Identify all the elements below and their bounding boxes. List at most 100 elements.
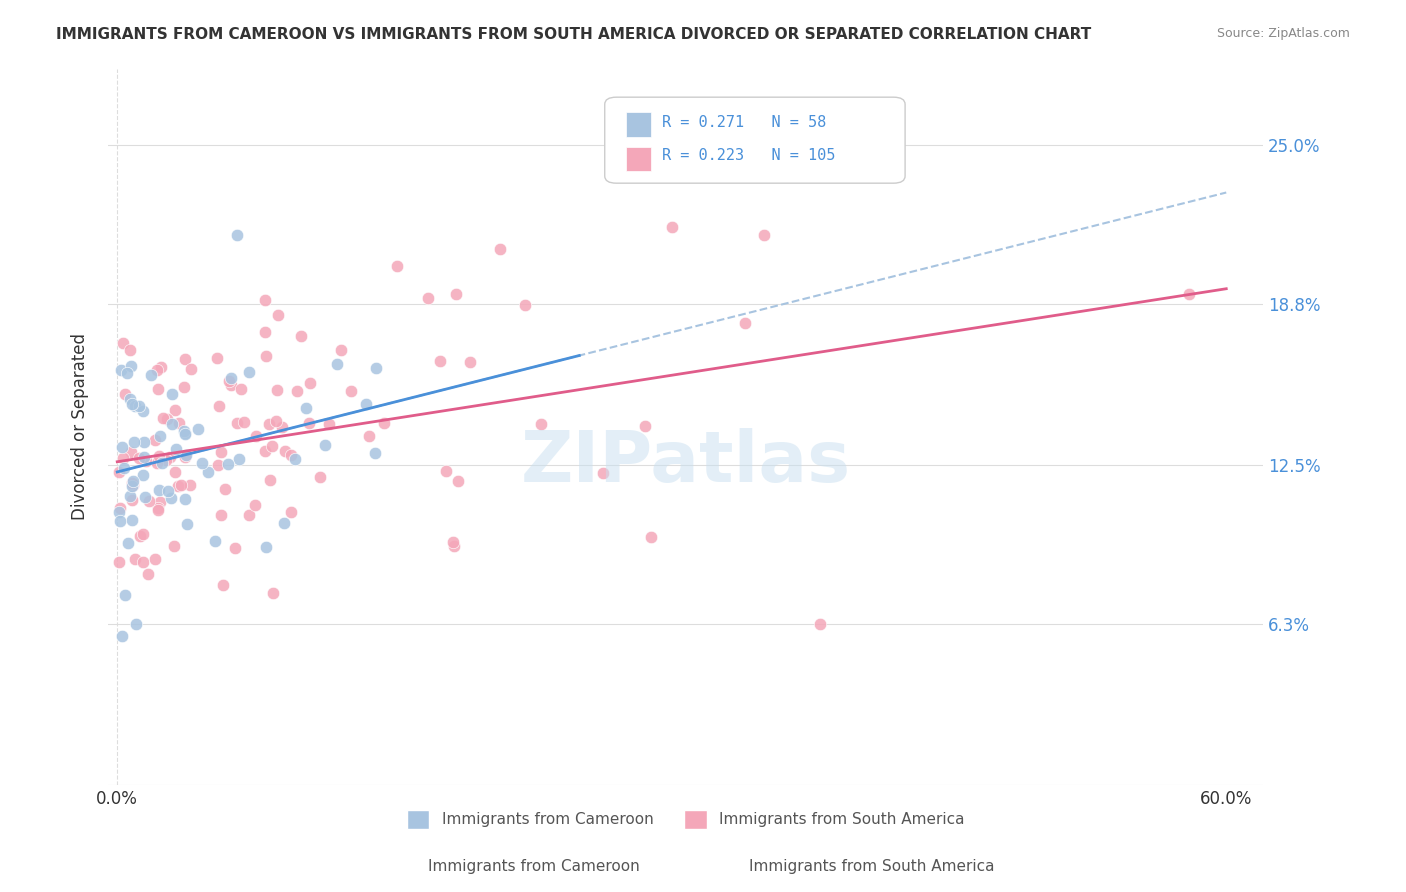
Point xyxy=(128,451,150,466)
Point xyxy=(124,552,146,566)
Point xyxy=(197,466,219,480)
Point xyxy=(152,411,174,425)
Text: R = 0.271   N = 58: R = 0.271 N = 58 xyxy=(662,115,827,129)
Point xyxy=(108,501,131,516)
Point xyxy=(174,425,197,440)
Point xyxy=(122,478,145,492)
Point xyxy=(214,482,236,496)
Point xyxy=(159,450,181,464)
FancyBboxPatch shape xyxy=(605,97,905,183)
Point xyxy=(529,417,551,431)
Point xyxy=(121,476,143,491)
Point xyxy=(298,416,321,430)
Point xyxy=(254,540,277,554)
Point xyxy=(254,349,277,363)
Point xyxy=(364,445,387,459)
Point xyxy=(156,412,179,426)
Point xyxy=(121,513,143,527)
Point xyxy=(298,376,321,390)
Point xyxy=(488,242,510,256)
Point xyxy=(163,402,186,417)
Point xyxy=(148,449,170,463)
Point xyxy=(108,555,131,569)
Point xyxy=(131,468,153,483)
Point xyxy=(273,444,295,458)
Point xyxy=(150,359,173,374)
Y-axis label: Divorced or Separated: Divorced or Separated xyxy=(72,334,89,520)
Point xyxy=(173,427,195,442)
Point xyxy=(173,492,195,507)
Point xyxy=(734,317,756,331)
Text: Immigrants from Cameroon: Immigrants from Cameroon xyxy=(429,859,640,874)
Point xyxy=(752,227,775,242)
Point xyxy=(160,387,183,401)
Point xyxy=(661,220,683,235)
Point xyxy=(139,368,162,382)
Point xyxy=(173,380,195,394)
Point xyxy=(634,419,657,434)
Point xyxy=(259,473,281,487)
Point xyxy=(143,433,166,447)
Point xyxy=(165,465,187,479)
Point xyxy=(146,503,169,517)
Point xyxy=(163,539,186,553)
Point xyxy=(180,362,202,376)
Point xyxy=(108,465,131,479)
Point xyxy=(149,494,172,508)
Point xyxy=(460,355,482,369)
Point xyxy=(205,351,228,366)
Point xyxy=(114,588,136,602)
Point xyxy=(434,465,457,479)
Point xyxy=(170,478,193,492)
Point xyxy=(262,586,284,600)
Point xyxy=(228,452,250,467)
Point xyxy=(173,424,195,438)
FancyBboxPatch shape xyxy=(626,146,651,171)
Point xyxy=(146,457,169,471)
Point xyxy=(219,377,242,392)
Point xyxy=(132,527,155,541)
Point xyxy=(110,363,132,377)
Point xyxy=(108,514,131,528)
Point xyxy=(238,508,260,522)
Point xyxy=(385,259,408,273)
Point xyxy=(121,493,143,508)
Point xyxy=(121,479,143,493)
Point xyxy=(285,384,308,399)
Point xyxy=(115,366,138,380)
Point xyxy=(160,417,183,431)
FancyBboxPatch shape xyxy=(626,112,651,136)
Point xyxy=(209,508,232,522)
Point xyxy=(366,361,388,376)
Point xyxy=(294,401,316,415)
Point xyxy=(143,551,166,566)
Point xyxy=(356,397,378,411)
Point xyxy=(233,415,256,429)
Point xyxy=(167,479,190,493)
Point xyxy=(443,539,465,553)
Point xyxy=(159,491,181,505)
Point xyxy=(108,505,131,519)
Point xyxy=(124,399,146,413)
Point xyxy=(167,416,190,430)
Point xyxy=(176,516,198,531)
Point xyxy=(146,382,169,396)
Point xyxy=(135,454,157,468)
Point xyxy=(111,629,134,643)
Point xyxy=(111,440,134,454)
Point xyxy=(176,448,198,462)
Point xyxy=(129,529,152,543)
Point xyxy=(132,404,155,418)
Point xyxy=(314,438,336,452)
Point xyxy=(165,442,187,457)
Legend: Immigrants from Cameroon, Immigrants from South America: Immigrants from Cameroon, Immigrants fro… xyxy=(401,804,970,835)
Point xyxy=(208,399,231,413)
Point xyxy=(150,456,173,470)
Point xyxy=(174,450,197,465)
Point xyxy=(238,365,260,379)
Point xyxy=(357,429,380,443)
Point xyxy=(226,227,249,242)
Point xyxy=(330,343,353,358)
Point xyxy=(218,374,240,388)
Point xyxy=(429,353,451,368)
